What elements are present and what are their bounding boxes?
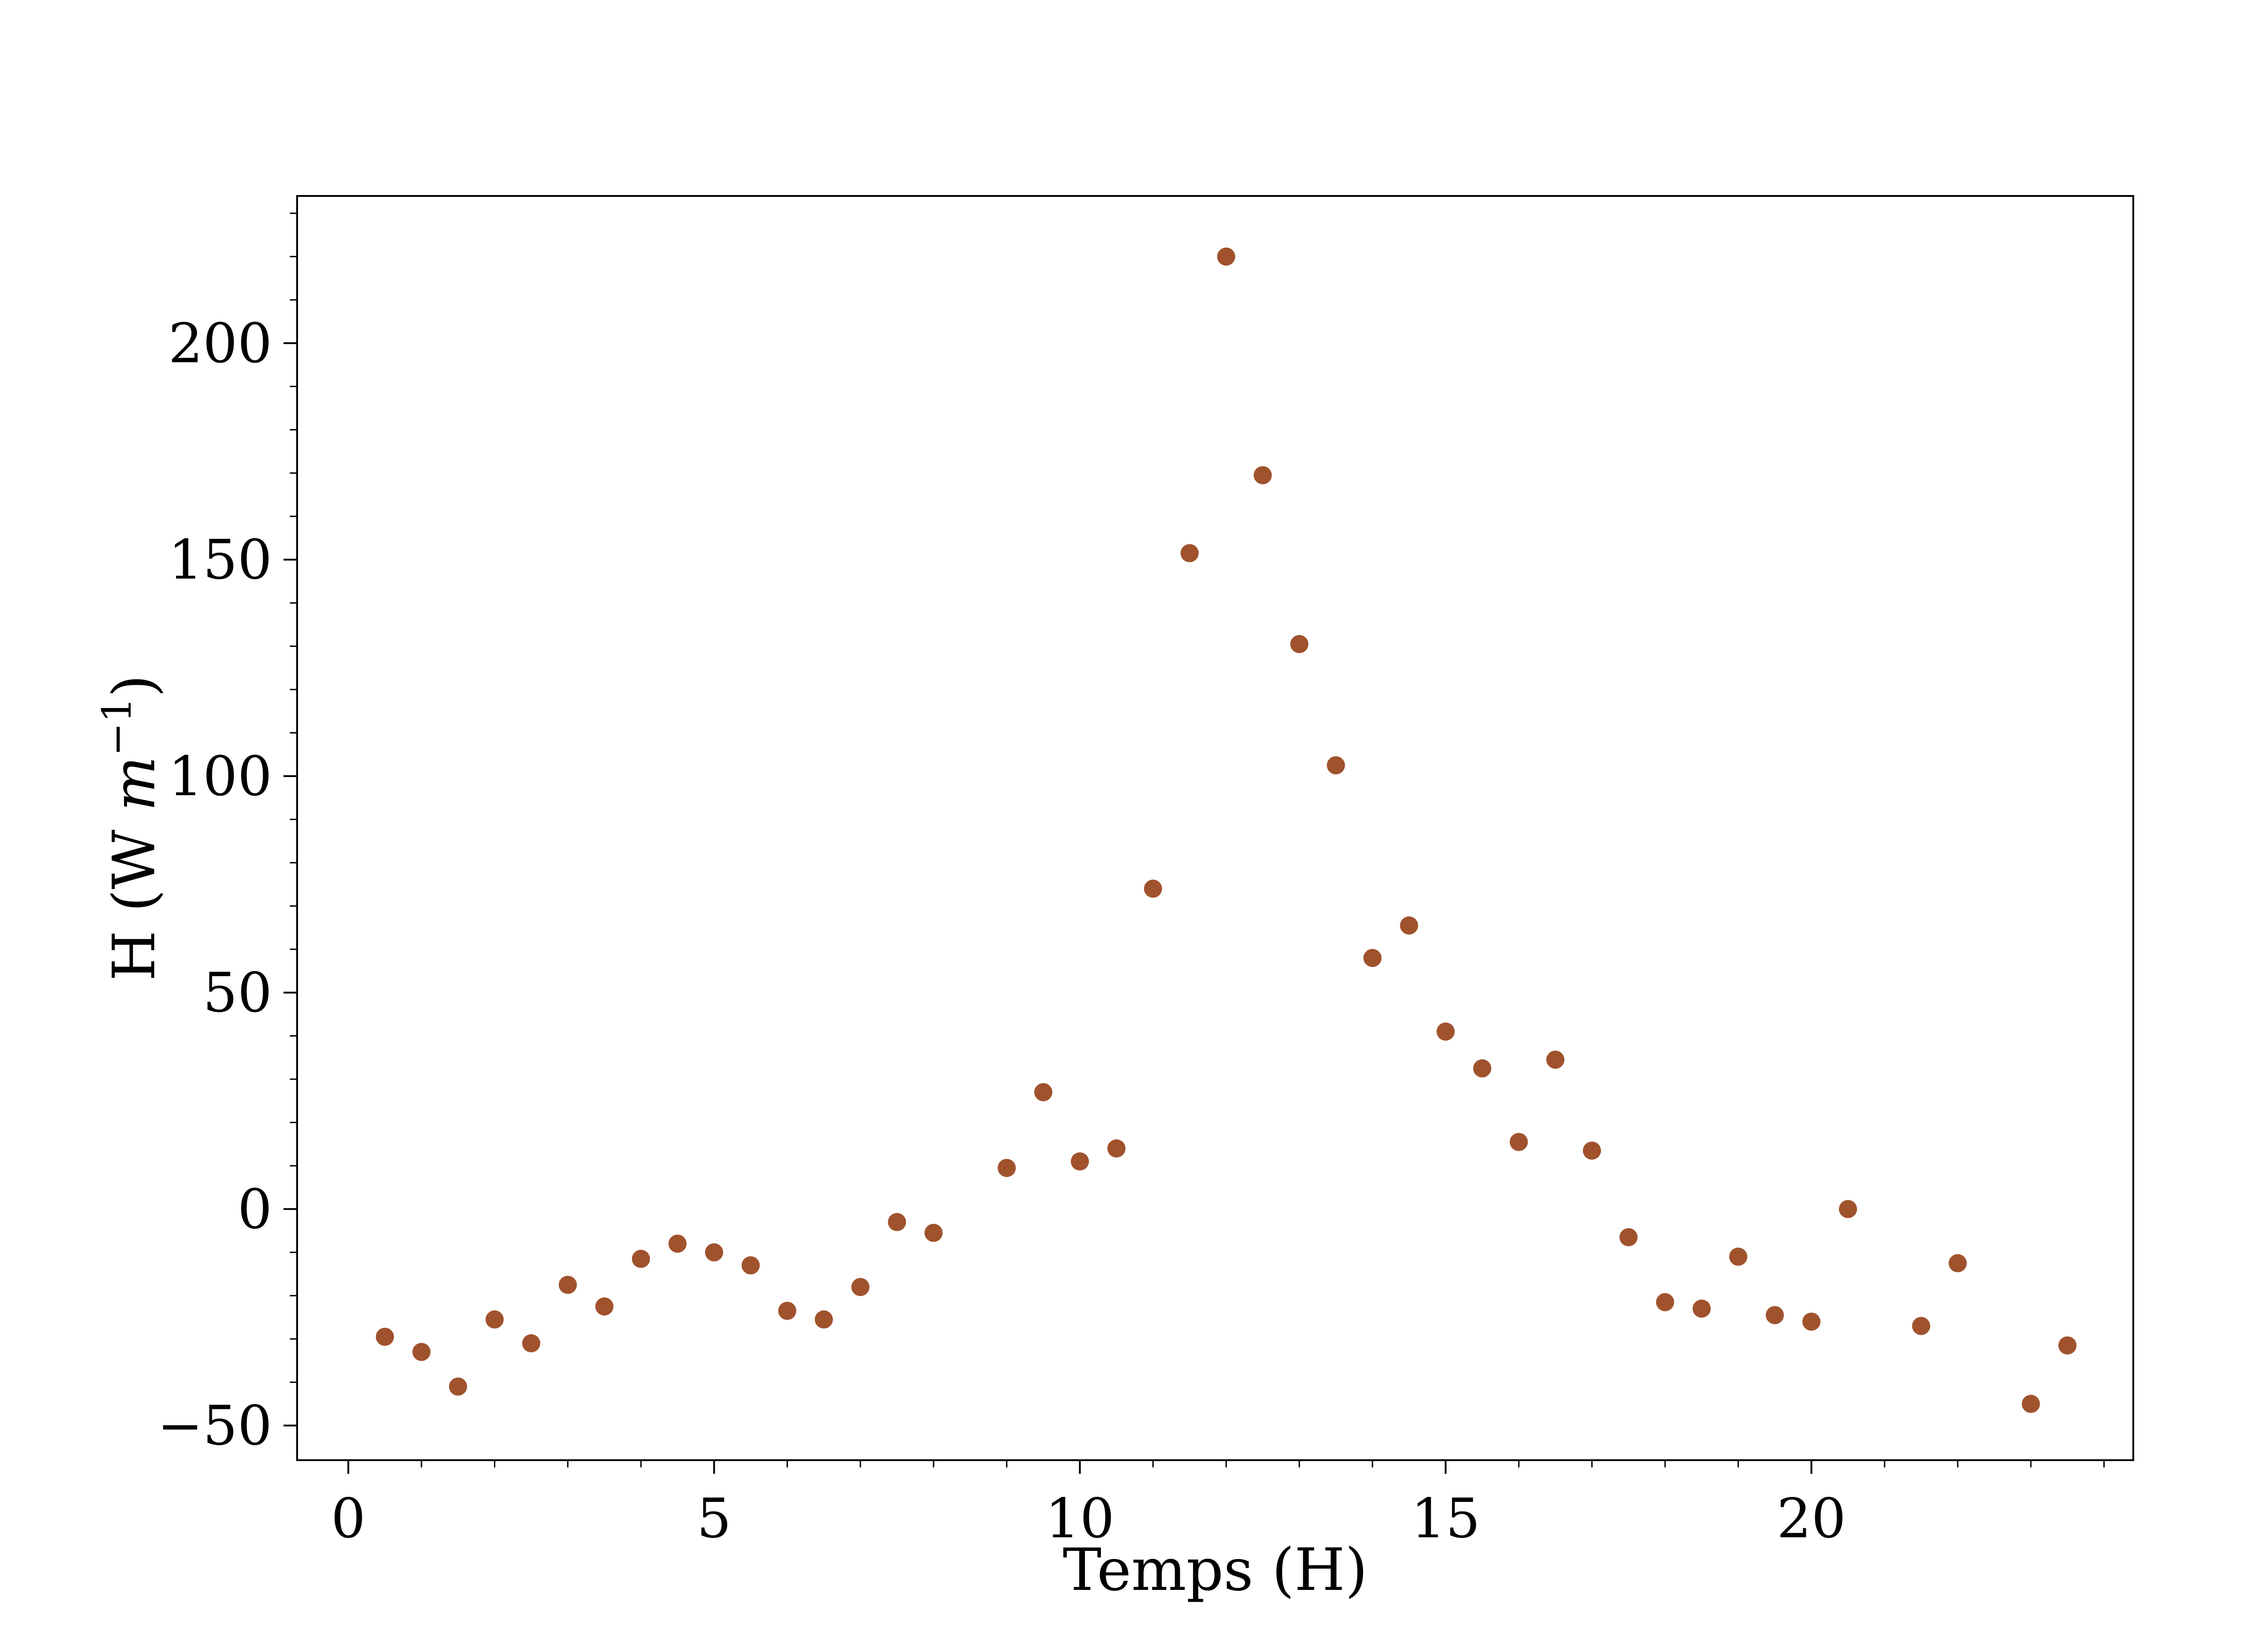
- scatter-point: [449, 1377, 467, 1396]
- scatter-point: [1034, 1083, 1053, 1101]
- data-points: [376, 247, 2077, 1413]
- scatter-point: [1070, 1152, 1089, 1171]
- scatter-point: [888, 1213, 906, 1232]
- scatter-point: [376, 1327, 394, 1346]
- y-axis-label: H (W m−1): [93, 675, 168, 981]
- plot-frame: [296, 195, 2134, 1461]
- scatter-point: [668, 1234, 687, 1253]
- axis-ticks: 0 5 10 15 20 −50 0 50 100 150 200: [157, 212, 2105, 1550]
- x-tick-label: 5: [697, 1487, 731, 1550]
- scatter-point: [1656, 1293, 1674, 1311]
- scatter-point: [1473, 1059, 1491, 1078]
- y-tick-label: 150: [168, 529, 272, 592]
- scatter-point: [1839, 1200, 1857, 1218]
- scatter-point: [705, 1243, 723, 1261]
- scatter-point: [558, 1276, 577, 1294]
- y-tick-label: 100: [168, 745, 272, 808]
- scatter-point: [1692, 1299, 1711, 1318]
- scatter-point: [1546, 1051, 1564, 1069]
- y-tick-label: 0: [238, 1178, 272, 1241]
- x-axis-label: Temps (H): [1063, 1536, 1368, 1604]
- scatter-point: [741, 1256, 760, 1275]
- scatter-point: [412, 1343, 431, 1361]
- scatter-point: [1327, 756, 1345, 775]
- scatter-point: [1729, 1247, 1748, 1266]
- scatter-point: [851, 1278, 870, 1296]
- scatter-point: [1107, 1139, 1126, 1158]
- scatter-point: [595, 1297, 614, 1316]
- scatter-point: [997, 1159, 1016, 1177]
- scatter-point: [924, 1223, 943, 1242]
- y-axis-label-var: m: [101, 756, 168, 811]
- scatter-point: [1253, 466, 1272, 484]
- x-tick-label: 20: [1777, 1487, 1846, 1550]
- scatter-point: [485, 1310, 504, 1329]
- scatter-point: [2058, 1336, 2077, 1355]
- scatter-point: [1912, 1317, 1931, 1335]
- x-tick-label: 15: [1411, 1487, 1481, 1550]
- scatter-point: [2022, 1394, 2040, 1413]
- scatter-point: [1802, 1312, 1821, 1331]
- y-tick-label: −50: [157, 1395, 272, 1458]
- scatter-point: [1765, 1306, 1784, 1325]
- scatter-point: [522, 1334, 541, 1353]
- scatter-point: [1948, 1254, 1967, 1272]
- scatter-point: [1290, 635, 1309, 653]
- scatter-point: [1400, 916, 1418, 935]
- scatter-point: [1619, 1228, 1638, 1247]
- scatter-point: [1144, 880, 1162, 898]
- scatter-point: [1217, 247, 1236, 266]
- scatter-point: [631, 1250, 650, 1268]
- scatter-point: [1437, 1022, 1455, 1041]
- y-tick-label: 50: [203, 962, 272, 1025]
- y-tick-label: 200: [168, 313, 272, 376]
- scatter-point: [1510, 1133, 1528, 1151]
- scatter-point: [778, 1301, 797, 1320]
- y-axis-label-suffix: ): [101, 675, 168, 697]
- scatter-point: [1180, 544, 1199, 562]
- scatter-point: [1363, 949, 1382, 967]
- scatter-point: [1583, 1141, 1601, 1160]
- x-tick-label: 10: [1045, 1487, 1114, 1550]
- x-tick-label: 0: [331, 1487, 366, 1550]
- scatter-point: [815, 1310, 833, 1329]
- y-axis-label-sup: −1: [93, 697, 140, 756]
- y-axis-label-prefix: H (W: [101, 811, 168, 981]
